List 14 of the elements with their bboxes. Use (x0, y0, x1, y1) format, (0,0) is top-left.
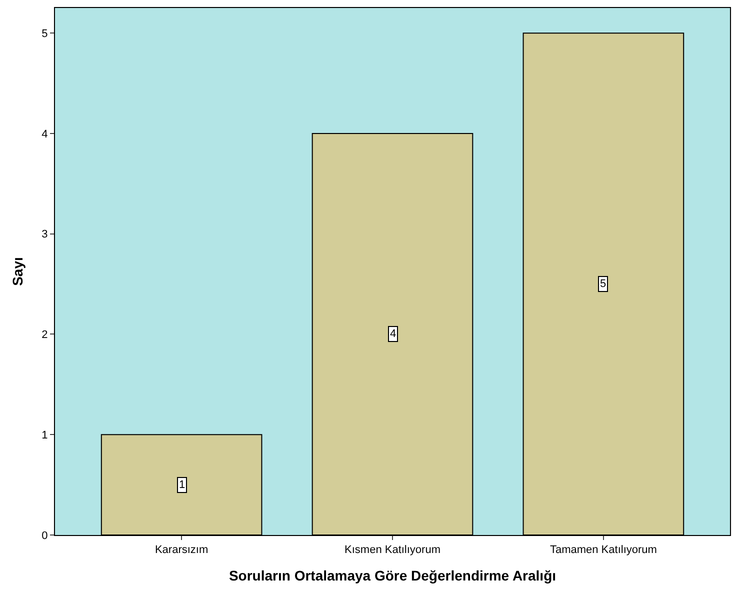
y-tick-label: 2 (42, 329, 48, 342)
y-tick-label: 1 (42, 429, 48, 442)
x-axis-title: Soruların Ortalamaya Göre Değerlendirme Aralığı (228, 568, 556, 584)
data-label: 1 (179, 479, 186, 491)
y-tick-label: 0 (42, 530, 48, 542)
x-tick-label: Kısmen Katılıyorum (344, 544, 440, 556)
x-tick-label: Tamamen Katılıyorum (550, 544, 657, 556)
y-tick-label: 5 (42, 28, 48, 40)
y-tick-label: 3 (42, 228, 48, 241)
x-tick-label: Kararsızım (154, 544, 208, 556)
data-label: 5 (600, 278, 606, 290)
y-tick-label: 4 (42, 128, 48, 140)
data-label: 4 (390, 328, 396, 340)
y-axis-title: Sayı (9, 257, 26, 286)
